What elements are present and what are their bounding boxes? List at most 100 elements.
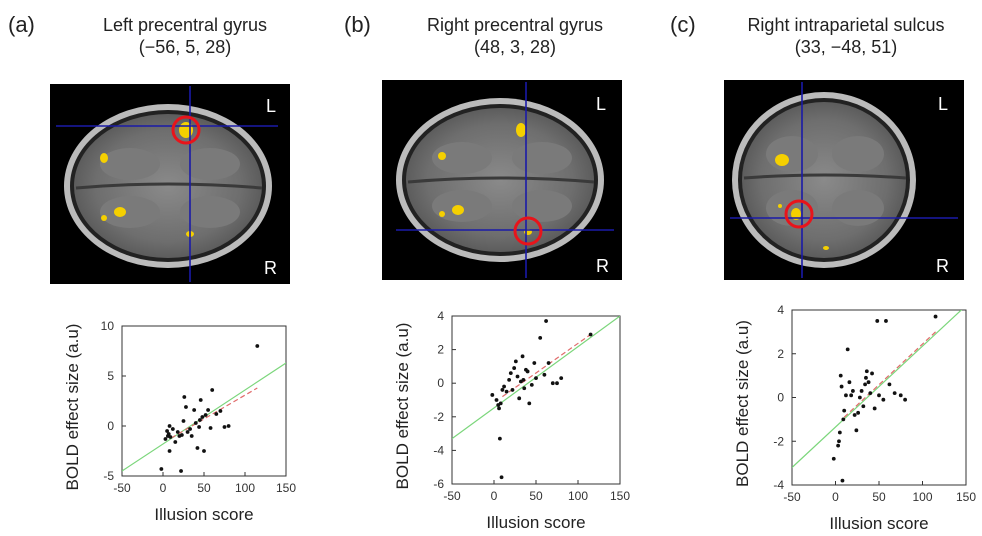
orientation-label-left: L <box>266 96 276 116</box>
y-axis-label: BOLD effect size (a.u) <box>393 323 412 490</box>
data-point <box>504 389 509 394</box>
x-tick-label: 150 <box>956 490 976 504</box>
data-point <box>165 429 170 433</box>
data-point <box>520 354 525 359</box>
data-point <box>206 408 211 412</box>
x-tick-label: -50 <box>783 490 801 504</box>
x-tick-label: 0 <box>160 481 167 495</box>
regression-line-red-dashed <box>843 331 936 418</box>
panel-letter: (b) <box>344 12 371 37</box>
panel-c: (c) Right intraparietal sulcus (33, −48,… <box>662 0 982 536</box>
data-point <box>517 396 522 401</box>
data-point <box>851 389 855 393</box>
data-point <box>870 371 874 376</box>
data-point <box>903 397 907 402</box>
x-tick-label: -50 <box>443 489 461 503</box>
data-point <box>840 478 845 483</box>
y-tick-label: 10 <box>101 319 115 333</box>
data-point <box>507 377 512 382</box>
regression-line-red-dashed <box>170 387 258 439</box>
y-axis-label: BOLD effect size (a.u) <box>733 320 752 487</box>
regression-line-green <box>792 310 963 468</box>
data-point <box>884 319 888 323</box>
data-point <box>167 424 172 428</box>
data-point <box>837 430 842 435</box>
data-point <box>502 384 506 389</box>
data-point <box>532 361 537 365</box>
data-point <box>875 319 880 323</box>
data-point <box>210 388 215 392</box>
data-point <box>887 382 892 387</box>
y-tick-label: 2 <box>437 343 444 357</box>
orientation-label-left: L <box>596 94 606 114</box>
data-point <box>222 425 227 429</box>
data-point <box>166 432 171 436</box>
data-point <box>188 427 192 431</box>
data-point <box>512 366 517 370</box>
x-tick-label: 0 <box>832 490 839 504</box>
data-point <box>255 344 260 348</box>
mni-coordinates: (48, 3, 28) <box>473 37 557 57</box>
data-point <box>863 382 867 387</box>
data-point <box>497 406 501 411</box>
x-tick-label: 100 <box>912 490 932 504</box>
panel-letter: (c) <box>670 12 696 37</box>
data-point <box>508 371 513 376</box>
y-tick-label: 2 <box>777 347 784 361</box>
data-point <box>525 369 530 374</box>
data-point <box>198 398 203 402</box>
data-point <box>522 386 527 391</box>
data-point <box>866 380 871 385</box>
data-point <box>159 467 164 471</box>
plot-frame <box>791 309 967 486</box>
y-tick-label: 0 <box>777 391 784 405</box>
mni-coordinates: (33, −48, 51) <box>794 37 898 57</box>
data-point <box>864 375 868 380</box>
data-point <box>839 384 844 389</box>
data-point <box>861 404 866 409</box>
data-point <box>845 347 850 352</box>
scatter-plot: -50 0 50 100 150 -4 -2 0 2 4 Illusion score BOLD ef… <box>733 303 976 533</box>
data-point <box>544 319 548 323</box>
y-tick-label: -4 <box>773 478 784 492</box>
orientation-label-right: R <box>596 256 609 276</box>
data-point <box>179 469 183 473</box>
panel-letter: (a) <box>8 12 35 37</box>
data-point <box>182 395 187 399</box>
data-point <box>168 435 173 439</box>
y-tick-label: -5 <box>103 469 114 483</box>
data-point <box>529 382 534 387</box>
orientation-label-right: R <box>936 256 949 276</box>
data-point <box>173 440 178 444</box>
data-point <box>184 405 188 409</box>
data-point <box>841 417 846 422</box>
data-point <box>898 393 903 398</box>
data-point <box>550 381 555 386</box>
y-tick-label: -2 <box>433 410 444 424</box>
data-point <box>856 410 861 415</box>
data-point <box>189 434 194 438</box>
data-point <box>490 393 495 397</box>
y-tick-label: -6 <box>433 477 444 491</box>
data-point <box>857 395 862 400</box>
x-tick-label: 150 <box>610 489 630 503</box>
x-tick-label: 50 <box>872 490 886 504</box>
data-point <box>864 369 869 374</box>
data-point <box>494 398 499 402</box>
scatter-plot: -50 0 50 100 150 -6 -4 -2 0 2 4 Illusion score BOLD … <box>393 309 630 532</box>
data-point <box>200 415 205 419</box>
data-point <box>185 430 190 434</box>
data-point <box>218 409 223 413</box>
data-point <box>831 456 836 461</box>
panel-title: Left precentral gyrus (−56, 5, 28) <box>70 14 300 58</box>
data-point <box>546 361 551 365</box>
data-point <box>510 388 515 392</box>
data-point <box>852 413 857 417</box>
y-tick-label: -4 <box>433 443 444 457</box>
panel-title: Right precentral gyrus (48, 3, 28) <box>400 14 630 58</box>
data-point <box>497 436 502 441</box>
data-point <box>538 335 543 340</box>
x-tick-label: 50 <box>197 481 211 495</box>
data-point <box>181 419 186 423</box>
x-axis-label: Illusion score <box>486 513 585 532</box>
